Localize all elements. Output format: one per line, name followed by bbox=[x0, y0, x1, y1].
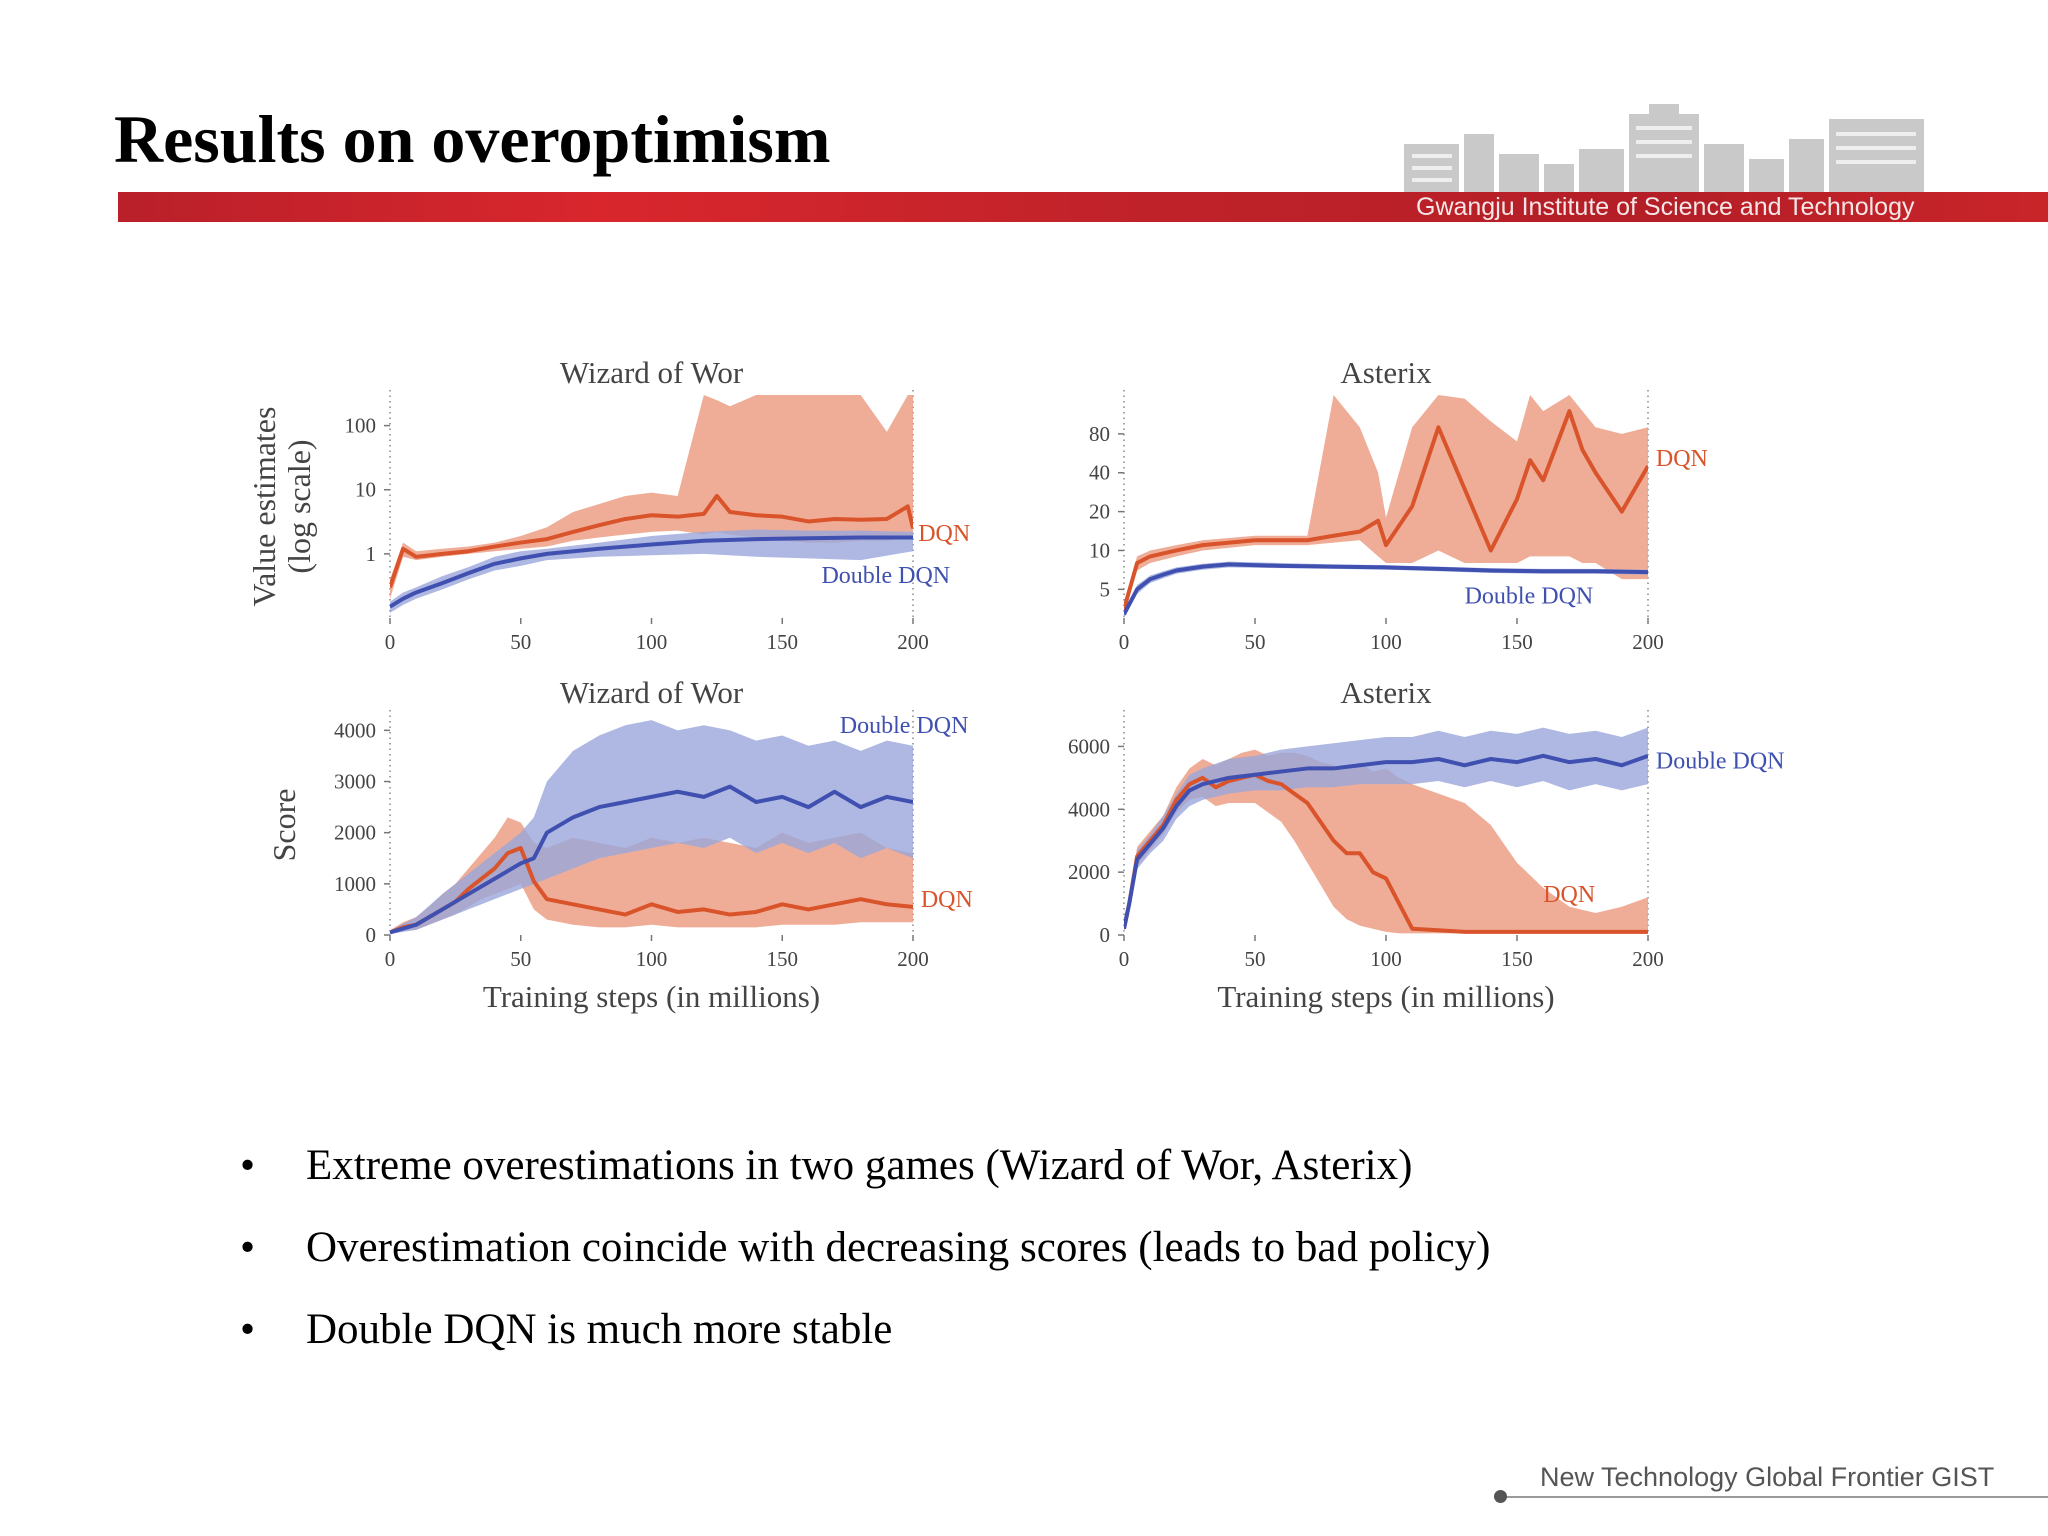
footer-text: New Technology Global Frontier GIST bbox=[1540, 1462, 1995, 1492]
plot-area bbox=[390, 395, 913, 613]
y-tick-label: 2000 bbox=[334, 821, 376, 845]
bullet-text: Extreme overestimations in two games (Wi… bbox=[306, 1142, 1413, 1189]
x-tick-label: 50 bbox=[1245, 630, 1266, 654]
double-dqn-band bbox=[390, 529, 913, 613]
dqn-band bbox=[390, 817, 913, 934]
x-tick-label: 50 bbox=[510, 947, 531, 971]
double-dqn-series-label: Double DQN bbox=[1465, 583, 1594, 609]
y-tick-label: 0 bbox=[366, 923, 377, 947]
x-tick-label: 100 bbox=[1370, 947, 1402, 971]
x-tick-label: 100 bbox=[636, 630, 668, 654]
double-dqn-band bbox=[390, 720, 913, 934]
y-tick-label: 4000 bbox=[1068, 797, 1110, 821]
y-tick-label: 2000 bbox=[1068, 860, 1110, 884]
bullet-item: • Double DQN is much more stable bbox=[240, 1294, 1491, 1376]
x-tick-label: 100 bbox=[636, 947, 668, 971]
y-tick-label: 4000 bbox=[334, 718, 376, 742]
y-tick-label: 10 bbox=[355, 478, 376, 502]
bullet-item: • Extreme overestimations in two games (W… bbox=[240, 1130, 1491, 1212]
y-tick-label: 10 bbox=[1089, 538, 1110, 562]
y-axis-label: Score bbox=[266, 789, 302, 862]
dqn-line bbox=[1124, 772, 1648, 934]
double-dqn-band bbox=[1124, 727, 1648, 932]
institute-name: Gwangju Institute of Science and Technol… bbox=[1416, 193, 1915, 221]
bullet-item: • Overestimation coincide with decreasing… bbox=[240, 1212, 1491, 1294]
dqn-series-label: DQN bbox=[921, 887, 973, 913]
dqn-line bbox=[390, 846, 913, 935]
double-dqn-line bbox=[390, 784, 913, 935]
y-tick-label: 6000 bbox=[1068, 734, 1110, 758]
x-axis-label: Training steps (in millions) bbox=[1217, 979, 1554, 1014]
double-dqn-series-label: Double DQN bbox=[1656, 748, 1785, 774]
bullet-text: Overestimation coincide with decreasing … bbox=[306, 1224, 1491, 1271]
x-tick-label: 0 bbox=[385, 947, 396, 971]
double-dqn-band bbox=[1124, 561, 1648, 618]
y-tick-label: 100 bbox=[345, 414, 377, 438]
double-dqn-line bbox=[1124, 753, 1648, 930]
y-tick-label: 1000 bbox=[334, 872, 376, 896]
bullet-marker: • bbox=[240, 1142, 256, 1189]
chart-wow-value: Wizard of Wor 0 50 100 150 200 1 10 100 Value est… bbox=[246, 355, 970, 654]
footer-dot bbox=[1494, 1490, 1507, 1503]
dqn-series-label: DQN bbox=[1543, 882, 1595, 908]
double-dqn-line bbox=[390, 535, 913, 609]
plot-area bbox=[1124, 727, 1648, 934]
dqn-band bbox=[390, 395, 913, 599]
x-tick-label: 50 bbox=[510, 630, 531, 654]
double-dqn-series-label: Double DQN bbox=[821, 563, 950, 589]
x-tick-label: 200 bbox=[1632, 630, 1664, 654]
y-tick-label: 3000 bbox=[334, 770, 376, 794]
plot-area bbox=[390, 720, 913, 935]
y-axis-label-sub: (log scale) bbox=[281, 439, 317, 573]
header-red-bar bbox=[118, 192, 2048, 222]
footer-line bbox=[1500, 1496, 2048, 1498]
dqn-line bbox=[1124, 409, 1648, 610]
bullet-marker: • bbox=[240, 1224, 256, 1271]
dqn-band bbox=[1124, 749, 1648, 934]
chart-asterix-value: Asterix 0 50 100 150 200 5 10 20 40 80 DQN Double DQ… bbox=[1089, 355, 1708, 654]
x-tick-label: 200 bbox=[897, 947, 929, 971]
double-dqn-line bbox=[1124, 562, 1648, 616]
y-tick-label: 5 bbox=[1100, 577, 1111, 601]
y-tick-label: 1 bbox=[366, 542, 377, 566]
y-tick-label: 20 bbox=[1089, 500, 1110, 524]
campus-skyline-logo bbox=[1404, 104, 1924, 194]
x-tick-label: 0 bbox=[1119, 947, 1130, 971]
y-axis-label: Value estimates bbox=[246, 407, 282, 607]
dqn-series-label: DQN bbox=[1656, 446, 1708, 472]
x-tick-label: 50 bbox=[1245, 947, 1266, 971]
dqn-line bbox=[390, 493, 913, 589]
x-tick-label: 150 bbox=[1501, 947, 1533, 971]
bullet-marker: • bbox=[240, 1306, 256, 1353]
x-tick-label: 200 bbox=[1632, 947, 1664, 971]
bullet-text: Double DQN is much more stable bbox=[306, 1306, 893, 1353]
y-tick-label: 80 bbox=[1089, 422, 1110, 446]
x-tick-label: 0 bbox=[1119, 630, 1130, 654]
y-tick-label: 40 bbox=[1089, 461, 1110, 485]
x-tick-label: 150 bbox=[767, 630, 799, 654]
bullet-list: • Extreme overestimations in two games (W… bbox=[240, 1130, 1491, 1376]
chart-title: Asterix bbox=[1340, 355, 1432, 390]
chart-title: Wizard of Wor bbox=[560, 675, 744, 710]
dqn-series-label: DQN bbox=[918, 521, 970, 547]
x-tick-label: 200 bbox=[897, 630, 929, 654]
double-dqn-series-label: Double DQN bbox=[840, 713, 969, 739]
plot-area bbox=[1124, 395, 1648, 618]
slide-title: Results on overoptimism bbox=[114, 101, 831, 177]
chart-title: Wizard of Wor bbox=[560, 355, 744, 390]
chart-title: Asterix bbox=[1340, 675, 1432, 710]
x-tick-label: 0 bbox=[385, 630, 396, 654]
x-tick-label: 150 bbox=[1501, 630, 1533, 654]
dqn-band bbox=[1124, 395, 1648, 615]
x-tick-label: 150 bbox=[767, 947, 799, 971]
x-tick-label: 100 bbox=[1370, 630, 1402, 654]
y-tick-label: 0 bbox=[1100, 923, 1111, 947]
x-axis-label: Training steps (in millions) bbox=[483, 979, 820, 1014]
